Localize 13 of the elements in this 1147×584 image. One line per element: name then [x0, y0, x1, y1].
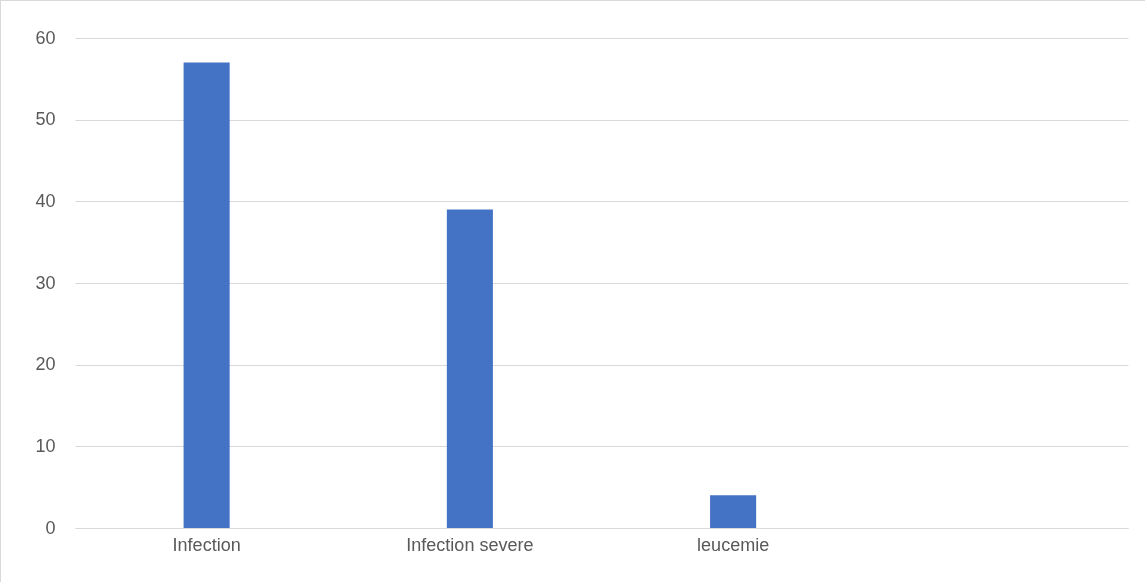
bar [446, 209, 493, 528]
y-tick-label: 60 [35, 27, 56, 48]
y-tick-label: 20 [35, 354, 56, 375]
x-tick-label: Infection [172, 534, 241, 555]
x-tick-label: Infection severe [406, 534, 534, 555]
bar [710, 495, 757, 528]
y-tick-label: 0 [45, 517, 56, 538]
y-tick-label: 40 [35, 190, 56, 211]
bar [183, 62, 230, 528]
y-tick-label: 10 [35, 435, 56, 456]
y-tick-label: 30 [35, 272, 56, 293]
x-tick-label: leucemie [697, 534, 770, 555]
y-tick-label: 50 [35, 109, 56, 130]
